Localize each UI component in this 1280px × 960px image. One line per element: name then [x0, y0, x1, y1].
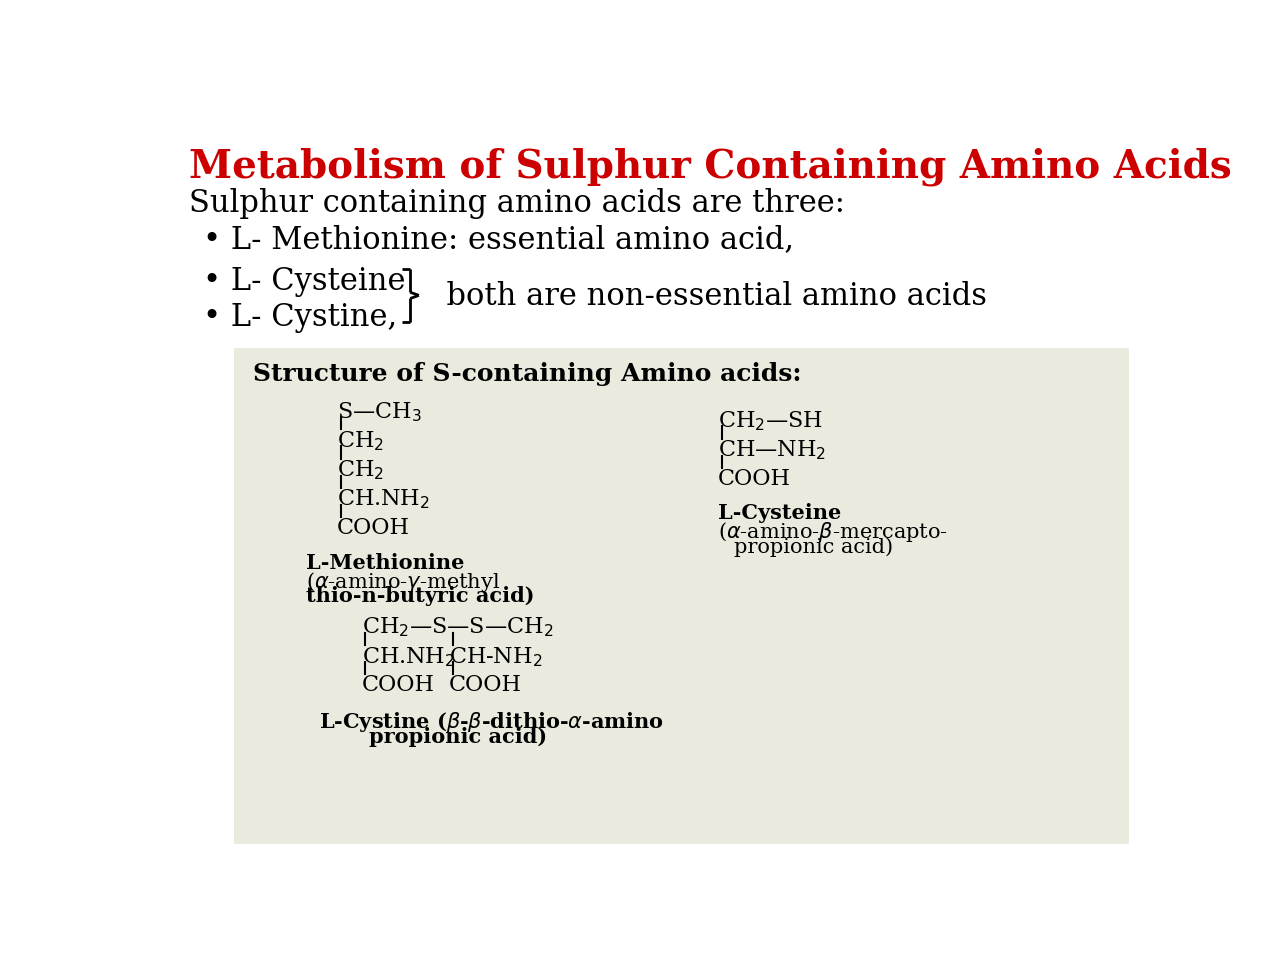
Text: both are non-essential amino acids: both are non-essential amino acids [426, 280, 987, 312]
Text: COOH: COOH [449, 674, 522, 696]
FancyBboxPatch shape [234, 348, 1129, 845]
Text: L-Methionine: L-Methionine [306, 553, 465, 572]
Text: • L- Cysteine: • L- Cysteine [202, 266, 406, 298]
Text: CH—NH$_2$: CH—NH$_2$ [718, 439, 826, 462]
Text: COOH: COOH [337, 517, 410, 540]
Text: • L- Cystine,: • L- Cystine, [202, 302, 397, 333]
Text: S—CH$_3$: S—CH$_3$ [337, 400, 421, 423]
Text: L-Cystine ($\beta$-$\beta$-dithio-$\alpha$-amino: L-Cystine ($\beta$-$\beta$-dithio-$\alph… [319, 709, 664, 733]
Text: ($\alpha$-amino-$\gamma$-methyl: ($\alpha$-amino-$\gamma$-methyl [306, 569, 500, 593]
Text: propionic acid): propionic acid) [733, 538, 892, 557]
Text: CH$_2$: CH$_2$ [337, 459, 384, 482]
Text: CH.NH$_2$: CH.NH$_2$ [361, 645, 454, 668]
Text: Metabolism of Sulphur Containing Amino Acids: Metabolism of Sulphur Containing Amino A… [189, 148, 1233, 186]
Text: COOH: COOH [718, 468, 791, 490]
Text: CH$_2$: CH$_2$ [337, 429, 384, 453]
Text: CH-NH$_2$: CH-NH$_2$ [449, 645, 543, 668]
Text: ($\alpha$-amino-$\beta$-mercapto-: ($\alpha$-amino-$\beta$-mercapto- [718, 520, 948, 544]
Text: CH$_2$—SH: CH$_2$—SH [718, 409, 823, 433]
Text: propionic acid): propionic acid) [369, 727, 548, 747]
Text: L-Cysteine: L-Cysteine [718, 503, 841, 523]
Text: CH.NH$_2$: CH.NH$_2$ [337, 488, 430, 512]
Text: thio-n-butyric acid): thio-n-butyric acid) [306, 587, 534, 607]
Text: • L- Methionine: essential amino acid,: • L- Methionine: essential amino acid, [202, 225, 794, 255]
Text: Structure of S-containing Amino acids:: Structure of S-containing Amino acids: [253, 362, 801, 386]
Text: COOH: COOH [361, 674, 434, 696]
Text: Sulphur containing amino acids are three:: Sulphur containing amino acids are three… [189, 188, 846, 219]
Text: CH$_2$—S—S—CH$_2$: CH$_2$—S—S—CH$_2$ [361, 615, 553, 639]
